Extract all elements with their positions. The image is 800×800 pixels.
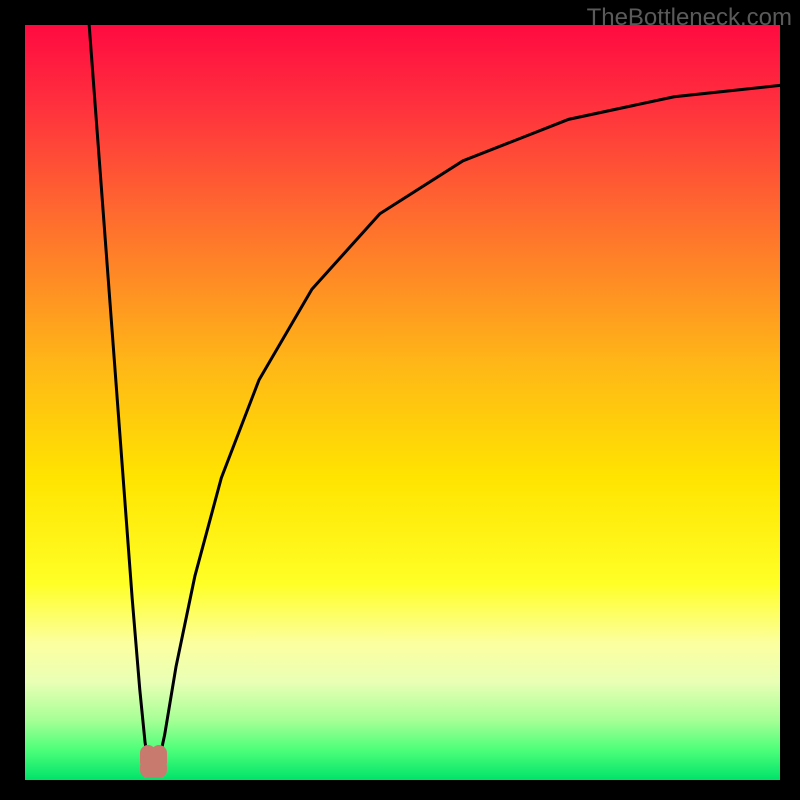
watermark-text: TheBottleneck.com bbox=[587, 4, 792, 32]
plot-area bbox=[25, 25, 780, 780]
chart-frame: TheBottleneck.com bbox=[0, 0, 800, 800]
curve-left-branch bbox=[89, 25, 148, 763]
overshoot-mark-1 bbox=[151, 745, 167, 766]
bottleneck-curve bbox=[25, 25, 780, 780]
curve-right-branch bbox=[159, 85, 780, 762]
